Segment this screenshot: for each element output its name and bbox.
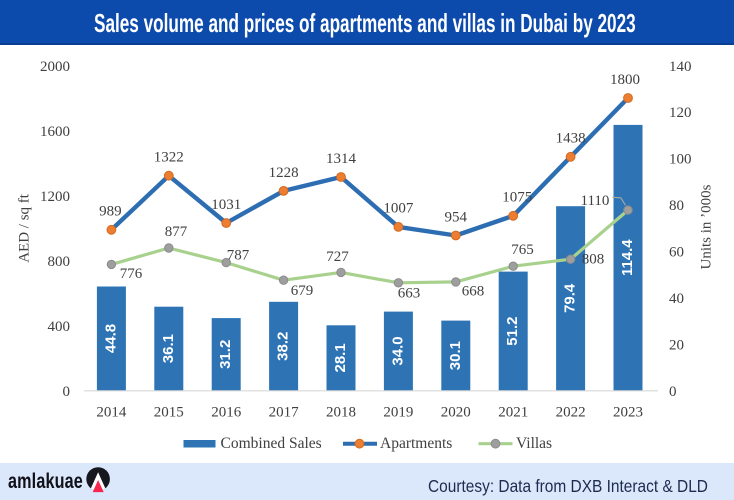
svg-text:30.1: 30.1 [447, 341, 464, 370]
svg-text:2019: 2019 [383, 405, 413, 421]
svg-text:1322: 1322 [154, 150, 184, 166]
svg-text:1031: 1031 [211, 197, 241, 213]
svg-text:877: 877 [165, 224, 188, 240]
svg-text:2017: 2017 [269, 405, 300, 421]
svg-text:AED / sq ft: AED / sq ft [17, 193, 33, 263]
svg-text:765: 765 [511, 242, 534, 258]
svg-text:727: 727 [326, 249, 349, 265]
svg-text:44.8: 44.8 [102, 324, 119, 353]
svg-text:34.0: 34.0 [389, 336, 406, 365]
svg-text:31.2: 31.2 [217, 340, 234, 369]
svg-text:1110: 1110 [581, 193, 610, 209]
svg-text:40: 40 [669, 291, 684, 307]
svg-text:20: 20 [669, 337, 684, 353]
svg-text:79.4: 79.4 [562, 283, 579, 313]
svg-text:80: 80 [669, 198, 684, 214]
svg-text:100: 100 [669, 152, 692, 168]
svg-text:0: 0 [669, 384, 677, 400]
svg-text:2014: 2014 [96, 405, 127, 421]
svg-text:51.2: 51.2 [504, 316, 521, 345]
svg-text:1800: 1800 [610, 72, 640, 88]
svg-text:Apartments: Apartments [380, 435, 452, 452]
svg-text:663: 663 [398, 285, 421, 301]
svg-text:2018: 2018 [326, 405, 356, 421]
svg-text:1314: 1314 [326, 151, 357, 167]
svg-text:400: 400 [48, 319, 71, 335]
svg-text:140: 140 [669, 59, 692, 75]
svg-text:60: 60 [669, 245, 684, 261]
svg-text:2015: 2015 [154, 405, 184, 421]
svg-text:668: 668 [462, 284, 485, 300]
svg-text:120: 120 [669, 105, 692, 121]
svg-text:Units in ’000s: Units in ’000s [699, 184, 715, 269]
svg-text:2022: 2022 [556, 405, 586, 421]
svg-text:1600: 1600 [40, 124, 70, 140]
svg-text:36.1: 36.1 [160, 334, 177, 363]
svg-text:Combined Sales: Combined Sales [221, 435, 322, 452]
svg-text:0: 0 [63, 384, 71, 400]
svg-text:954: 954 [445, 209, 468, 225]
svg-text:2000: 2000 [40, 59, 70, 75]
svg-text:1200: 1200 [40, 189, 70, 205]
svg-text:1438: 1438 [556, 131, 586, 147]
svg-text:1075: 1075 [502, 190, 532, 206]
svg-text:1007: 1007 [383, 201, 414, 217]
svg-text:2023: 2023 [613, 405, 643, 421]
svg-text:Villas: Villas [516, 435, 552, 452]
svg-text:38.2: 38.2 [275, 332, 292, 361]
svg-text:2020: 2020 [441, 405, 471, 421]
svg-text:800: 800 [48, 254, 71, 270]
svg-text:787: 787 [227, 248, 250, 264]
svg-text:679: 679 [291, 283, 314, 299]
svg-text:2016: 2016 [211, 405, 242, 421]
svg-text:989: 989 [99, 204, 122, 220]
svg-text:808: 808 [582, 251, 605, 267]
svg-text:1228: 1228 [269, 165, 299, 181]
svg-text:776: 776 [120, 266, 143, 282]
svg-text:114.4: 114.4 [619, 239, 636, 276]
svg-text:2021: 2021 [498, 405, 528, 421]
svg-text:28.1: 28.1 [332, 343, 349, 372]
